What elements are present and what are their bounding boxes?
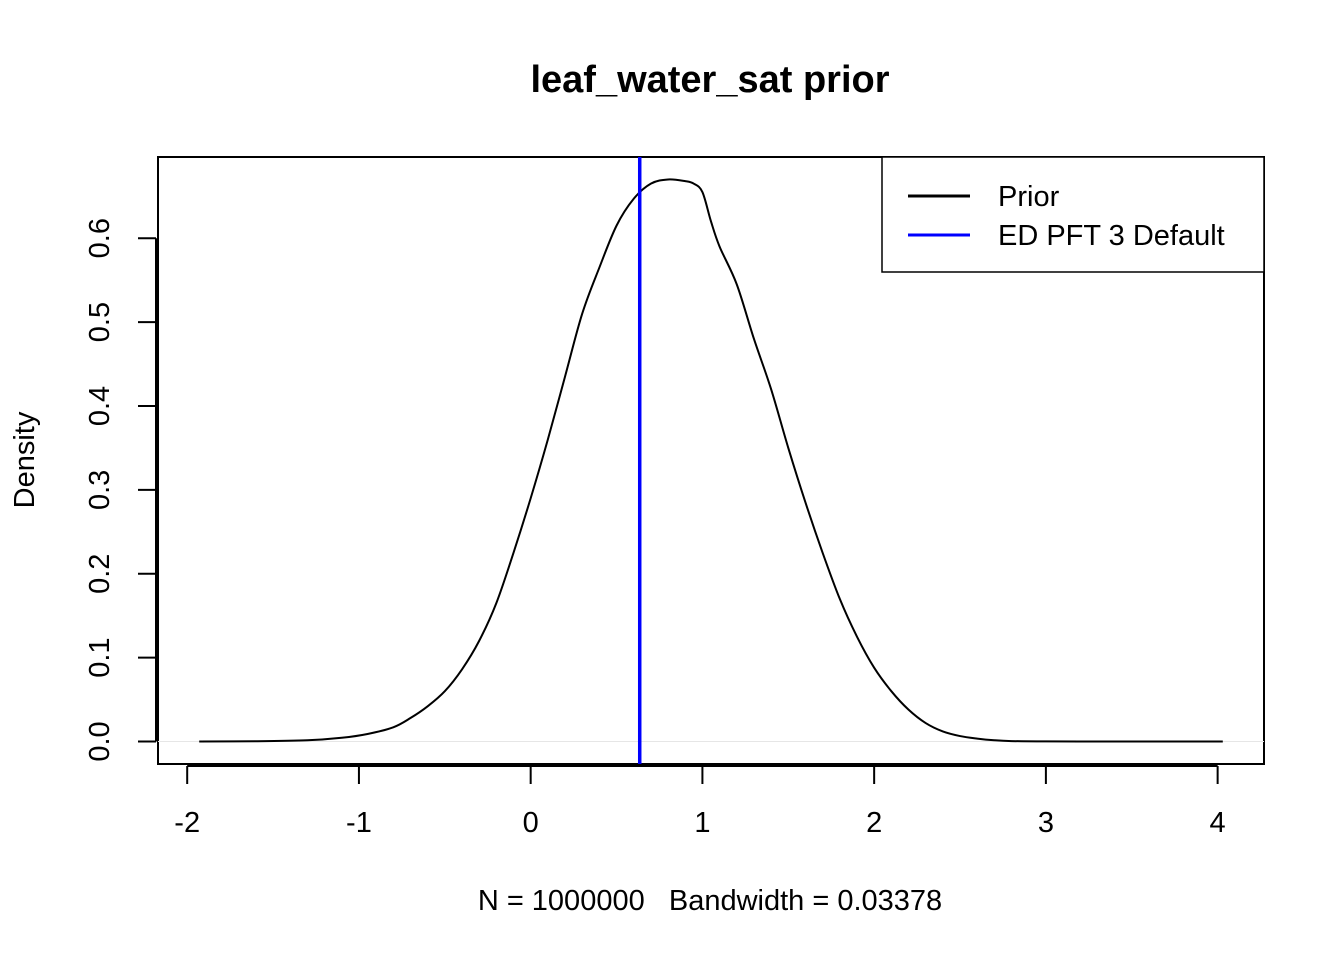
y-axis: 0.0 0.1 0.2 0.3 0.4 0.5 0.6 <box>84 218 157 762</box>
x-tick-label: 1 <box>694 807 710 839</box>
chart-title: leaf_water_sat prior <box>530 59 889 101</box>
x-tick-label: 0 <box>523 807 539 839</box>
series-line-prior <box>199 178 1223 743</box>
x-tick-label: -1 <box>346 807 372 839</box>
plot-frame <box>157 156 1265 765</box>
legend-box <box>881 156 1265 273</box>
series-layer <box>158 157 1264 764</box>
y-tick-label: 0.3 <box>84 470 116 510</box>
y-tick-label: 0.4 <box>84 386 116 426</box>
x-axis: -2 -1 0 1 2 3 4 <box>174 765 1226 839</box>
y-tick-label: 0.6 <box>84 218 116 258</box>
y-tick-label: 0.1 <box>84 637 116 677</box>
x-tick-label: 4 <box>1210 807 1226 839</box>
legend: Prior ED PFT 3 Default <box>881 156 1265 273</box>
legend-label-prior: Prior <box>998 181 1060 213</box>
x-axis-label: N = 1000000 Bandwidth = 0.03378 <box>478 885 942 917</box>
x-tick-label: 3 <box>1038 807 1054 839</box>
y-tick-label: 0.0 <box>84 721 116 761</box>
x-tick-label: 2 <box>866 807 882 839</box>
y-tick-label: 0.5 <box>84 302 116 342</box>
legend-label-ed-pft-3-default: ED PFT 3 Default <box>998 220 1225 252</box>
y-axis-label: Density <box>9 411 41 508</box>
y-tick-label: 0.2 <box>84 554 116 594</box>
x-tick-label: -2 <box>174 807 200 839</box>
